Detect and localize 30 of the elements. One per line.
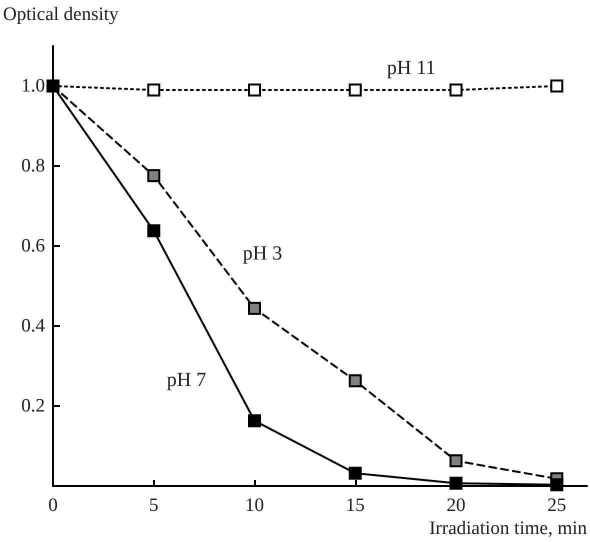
x-tick-label: 5: [149, 495, 159, 516]
y-tick-label: 0.6: [21, 236, 45, 256]
x-tick-label: 10: [245, 495, 264, 516]
x-tick-label: 15: [346, 495, 365, 516]
point: [348, 84, 362, 96]
point: [450, 476, 463, 490]
x-axis-title: Irradiation time, min: [429, 518, 588, 539]
point: [248, 302, 262, 315]
series-label: pH 11: [386, 57, 436, 79]
series-label: pH 7: [166, 368, 206, 391]
y-tick-label: 0.4: [21, 316, 46, 336]
y-tick-label: 1.0: [21, 76, 45, 96]
x-tick-label: 25: [547, 495, 566, 516]
point: [147, 169, 160, 182]
y-tick-label: 0.2: [21, 396, 45, 416]
point: [248, 414, 262, 428]
point: [147, 224, 160, 238]
point: [550, 80, 564, 92]
y-tick-label: 0.8: [21, 156, 45, 176]
point: [550, 478, 564, 492]
point: [450, 454, 463, 468]
x-tick-label: 20: [446, 495, 466, 516]
point: [348, 374, 362, 388]
point: [450, 84, 463, 96]
point: [147, 84, 160, 96]
x-tick-label: 0: [48, 495, 58, 516]
point: [248, 84, 262, 96]
series-label: pH 3: [242, 242, 282, 264]
point: [348, 466, 362, 480]
y-axis-title: Optical density: [3, 4, 120, 25]
